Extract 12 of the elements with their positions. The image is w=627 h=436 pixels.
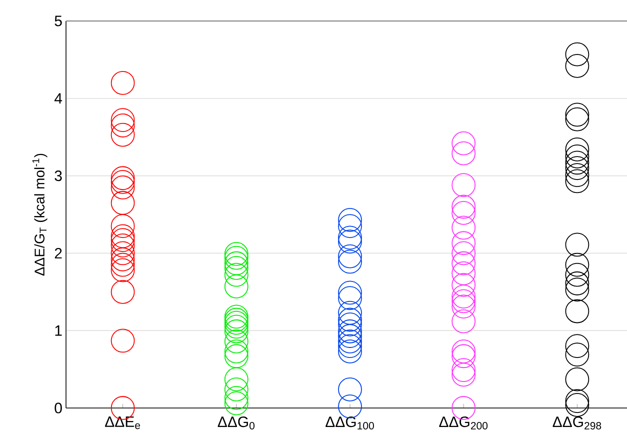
y-axis-title: ΔΔE/G$_{T}$ (kcal mol$^{-1}$) [32, 154, 48, 276]
y-tick-label: 1 [55, 325, 62, 336]
x-tick-label: ΔΔG$_{100}$ [326, 416, 374, 430]
y-tick-label: 4 [54, 93, 62, 104]
y-tick-label: 0 [54, 402, 62, 414]
y-tick-label: 5 [54, 16, 62, 26]
x-tick-label: ΔΔG$_{0}$ [218, 416, 255, 430]
y-tick-label: 3 [54, 170, 62, 182]
x-tick-label: ΔΔE$_{e}$ [105, 416, 140, 430]
x-tick-label: ΔΔG$_{298}$ [552, 416, 602, 430]
x-tick-label: ΔΔG$_{200}$ [439, 416, 488, 430]
y-tick-label: 2 [54, 248, 62, 258]
